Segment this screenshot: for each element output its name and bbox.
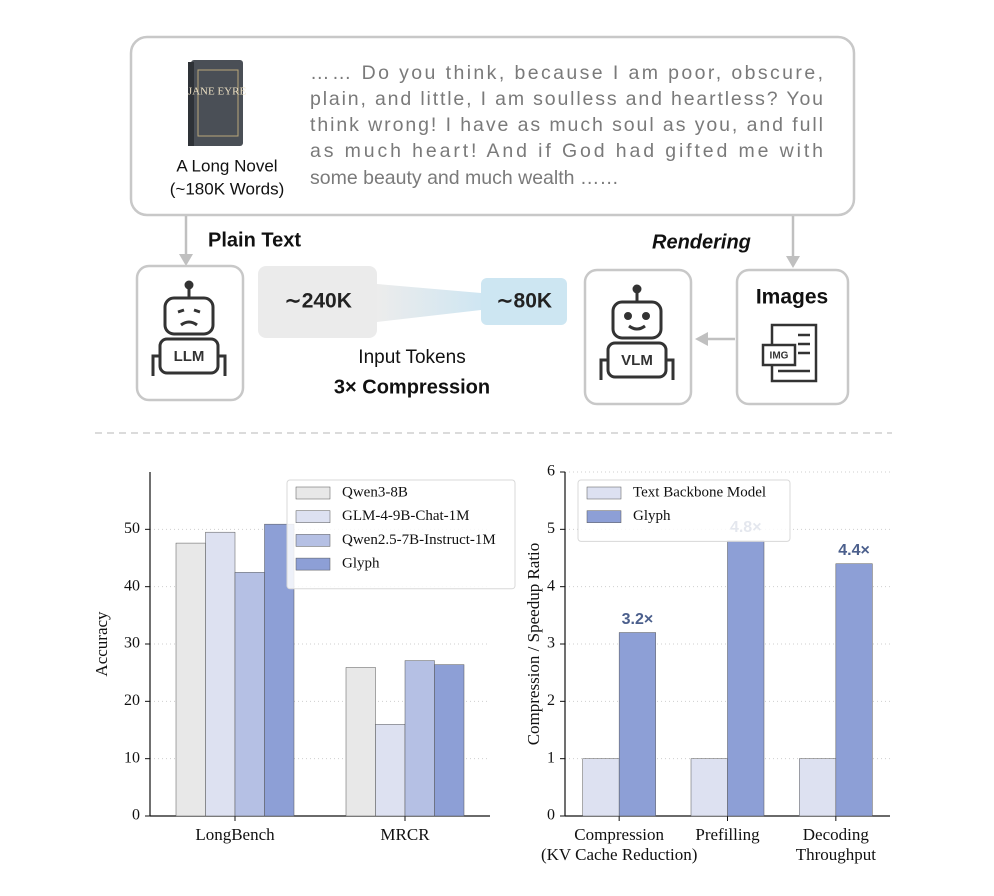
image-token-count: ∼80K — [496, 290, 552, 313]
bar — [234, 572, 265, 817]
bar — [434, 664, 465, 817]
y-axis-label: Accuracy — [92, 611, 111, 677]
y-tick-label: 4 — [547, 577, 555, 594]
bar — [175, 542, 206, 817]
arrow-head — [179, 254, 193, 266]
y-tick-label: 50 — [124, 520, 140, 537]
y-axis-label: Compression / Speedup Ratio — [524, 543, 543, 746]
y-tick-label: 0 — [132, 807, 140, 824]
y-tick-label: 2 — [547, 692, 555, 709]
images-box — [735, 268, 850, 406]
legend-label: Glyph — [633, 508, 671, 524]
arrow-head — [786, 256, 800, 268]
img-icon-label: IMG — [770, 351, 789, 362]
y-tick-label: 3 — [547, 635, 555, 652]
tokens-caption: Input Tokens — [358, 347, 465, 368]
arrow-head — [695, 332, 708, 346]
legend-swatch — [586, 510, 622, 523]
bar — [618, 632, 656, 817]
llm-label: LLM — [174, 348, 205, 365]
bar — [727, 540, 765, 817]
legend-swatch — [295, 486, 331, 500]
y-tick-label: 20 — [124, 692, 140, 709]
quote-line: …… Do you think, because I am poor, obsc… — [310, 62, 823, 84]
bar — [345, 667, 376, 817]
quote-line: some beauty and much wealth …… — [310, 167, 619, 189]
bar — [205, 531, 236, 817]
bar — [799, 758, 837, 817]
image-doc-icon — [761, 323, 818, 383]
y-tick-label: 30 — [124, 635, 140, 652]
book-caption: (~180K Words) — [170, 179, 284, 198]
x-tick-label: (KV Cache Reduction) — [541, 845, 697, 864]
images-label: Images — [756, 286, 828, 309]
x-tick-label: MRCR — [380, 825, 430, 844]
quote-line: as much heart! And if God had gifted me … — [310, 140, 823, 162]
rendering-label: Rendering — [652, 231, 751, 253]
x-tick-label: Compression — [574, 825, 664, 844]
value-label: 3.2× — [622, 611, 654, 628]
legend-label: Glyph — [342, 556, 380, 572]
plain-token-count: ∼240K — [284, 290, 352, 313]
compression-flow — [377, 284, 481, 322]
quote-line: plain, and little, I am soulless and hea… — [310, 88, 823, 110]
x-tick-label: Prefilling — [695, 825, 760, 844]
legend-label: Qwen3-8B — [342, 484, 408, 500]
y-tick-label: 40 — [124, 577, 140, 594]
x-tick-label: Decoding — [803, 825, 870, 844]
y-tick-label: 10 — [124, 749, 140, 766]
legend-box — [577, 479, 791, 542]
book-icon — [188, 60, 243, 146]
vlm-robot — [599, 284, 675, 380]
plain-text-label: Plain Text — [208, 229, 301, 251]
book-title: JANE EYRE — [188, 86, 247, 98]
book-caption: A Long Novel — [176, 156, 277, 175]
legend-box — [286, 479, 516, 590]
legend-label: Text Backbone Model — [633, 484, 766, 500]
bar — [835, 563, 873, 817]
bar — [404, 660, 435, 817]
legend-swatch — [295, 510, 331, 523]
y-tick-label: 5 — [547, 520, 555, 537]
y-tick-label: 1 — [547, 749, 555, 766]
vlm-label: VLM — [621, 352, 653, 369]
x-tick-label: LongBench — [195, 825, 275, 844]
bar — [582, 758, 620, 817]
plain-token-box — [258, 266, 377, 338]
compression-label: 3× Compression — [334, 376, 490, 398]
y-tick-label: 6 — [547, 463, 555, 480]
legend-swatch — [295, 557, 331, 571]
legend-label: GLM-4-9B-Chat-1M — [342, 508, 470, 524]
legend-swatch — [295, 534, 331, 547]
legend-label: Qwen2.5-7B-Instruct-1M — [342, 532, 496, 548]
x-tick-label: Throughput — [796, 845, 877, 864]
bar — [690, 758, 728, 817]
llm-robot — [151, 280, 227, 376]
y-tick-label: 0 — [547, 807, 555, 824]
bar — [375, 724, 406, 817]
value-label: 4.4× — [838, 542, 870, 559]
legend-swatch — [586, 486, 622, 500]
novel-box — [129, 35, 856, 217]
image-token-box — [481, 278, 567, 325]
